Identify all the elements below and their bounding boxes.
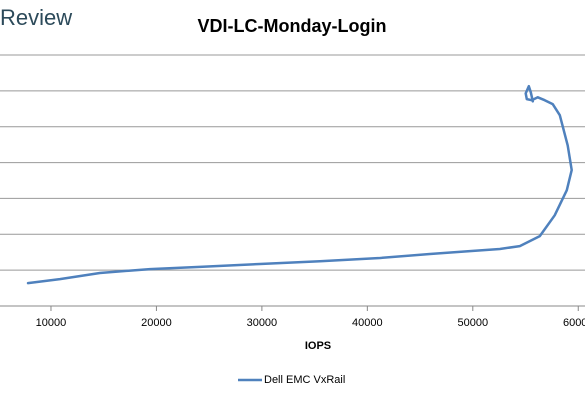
x-tick-label: 60000 <box>563 317 585 329</box>
legend-label: Dell EMC VxRail <box>264 374 345 386</box>
chart-title: VDI-LC-Monday-Login <box>198 16 387 36</box>
x-tick-label: 30000 <box>247 317 278 329</box>
x-tick-label: 10000 <box>36 317 67 329</box>
brand: Review <box>0 5 72 30</box>
x-tick-label: 50000 <box>457 317 488 329</box>
x-tick-label: 20000 <box>141 317 172 329</box>
x-tick-label: 40000 <box>352 317 383 329</box>
x-axis-label: IOPS <box>305 340 331 352</box>
series-line <box>26 84 573 285</box>
